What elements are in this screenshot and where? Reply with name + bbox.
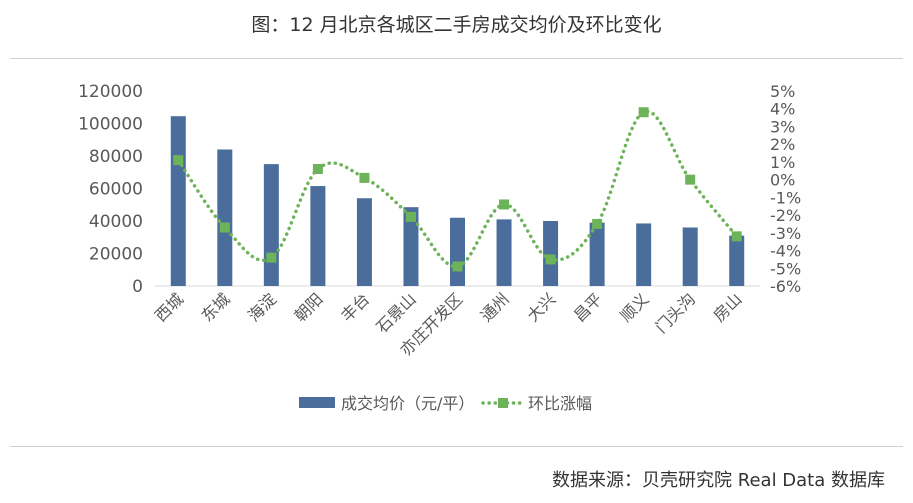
y-right-tick-label: -5% xyxy=(770,259,801,278)
bar-门头沟 xyxy=(682,227,698,286)
y-right-tick-label: -3% xyxy=(770,224,801,243)
x-tick-label: 西城 xyxy=(151,289,187,325)
marker-丰台 xyxy=(359,172,370,183)
legend-line-marker xyxy=(498,398,508,408)
bar-朝阳 xyxy=(310,186,326,286)
x-tick-label: 朝阳 xyxy=(291,289,327,325)
marker-顺义 xyxy=(638,107,649,118)
x-tick-label: 顺义 xyxy=(616,289,652,325)
marker-门头沟 xyxy=(685,174,696,185)
x-tick-label: 昌平 xyxy=(570,289,606,325)
legend-bar-swatch xyxy=(299,397,335,408)
y-right-tick-label: -4% xyxy=(770,242,801,261)
y-left-tick-label: 120000 xyxy=(78,82,143,102)
y-left-tick-label: 60000 xyxy=(89,180,143,200)
y-right-tick-label: 2% xyxy=(770,135,795,154)
x-tick-label: 大兴 xyxy=(523,289,559,325)
y-right-tick-label: 0% xyxy=(770,171,795,190)
legend-bar-label: 成交均价（元/平） xyxy=(341,394,474,413)
bar-石景山 xyxy=(403,207,419,286)
bar-房山 xyxy=(729,235,745,286)
marker-亦庄开发区 xyxy=(452,261,463,272)
bar-通州 xyxy=(496,219,512,286)
bar-西城 xyxy=(170,116,186,286)
bar-丰台 xyxy=(356,198,372,286)
marker-大兴 xyxy=(545,254,556,265)
x-tick-label: 东城 xyxy=(198,289,234,325)
marker-西城 xyxy=(173,155,184,166)
y-axis-right: -6%-5%-4%-3%-2%-1%0%1%2%3%4%5% xyxy=(770,82,801,296)
y-right-tick-label: 3% xyxy=(770,117,795,136)
marker-石景山 xyxy=(405,211,416,222)
marker-房山 xyxy=(731,231,742,242)
x-tick-label: 房山 xyxy=(709,289,745,325)
y-right-tick-label: 1% xyxy=(770,153,795,172)
y-right-tick-label: -1% xyxy=(770,188,801,207)
y-left-tick-label: 20000 xyxy=(89,245,143,265)
marker-昌平 xyxy=(592,218,603,229)
y-left-tick-label: 0 xyxy=(132,277,143,297)
x-tick-label: 通州 xyxy=(477,289,513,325)
marker-东城 xyxy=(219,222,230,233)
y-right-tick-label: -6% xyxy=(770,277,801,296)
bottom-divider xyxy=(10,446,903,447)
legend-line-label: 环比涨幅 xyxy=(528,394,592,413)
page-title: 图：12 月北京各城区二手房成交均价及环比变化 xyxy=(251,14,662,36)
bar-昌平 xyxy=(589,222,605,286)
x-tick-label: 海淀 xyxy=(244,289,280,325)
y-axis-left: 0 20000 40000 60000 80000 100000 120000 xyxy=(78,82,143,297)
bar-东城 xyxy=(217,149,233,286)
y-right-tick-label: 5% xyxy=(770,82,795,101)
y-left-tick-label: 80000 xyxy=(89,147,143,167)
y-right-tick-label: 4% xyxy=(770,100,795,119)
x-tick-label: 门头沟 xyxy=(652,289,699,336)
marker-海淀 xyxy=(266,252,277,263)
x-tick-label: 丰台 xyxy=(337,289,373,325)
bar-亦庄开发区 xyxy=(450,217,465,286)
bar-series xyxy=(170,116,745,286)
y-right-tick-label: -2% xyxy=(770,206,801,225)
chart: 0 20000 40000 60000 80000 100000 120000 -6%-5%… xyxy=(78,82,801,413)
source-note: 数据来源：贝壳研究院 Real Data 数据库 xyxy=(552,470,885,491)
bar-海淀 xyxy=(263,164,279,286)
legend: 成交均价（元/平） 环比涨幅 xyxy=(299,394,592,413)
y-left-tick-label: 100000 xyxy=(78,115,143,135)
bar-顺义 xyxy=(636,223,652,286)
top-divider xyxy=(10,58,903,59)
y-left-tick-label: 40000 xyxy=(89,212,143,232)
line-series xyxy=(173,107,742,272)
marker-朝阳 xyxy=(312,164,323,174)
bar-大兴 xyxy=(543,221,559,286)
marker-通州 xyxy=(499,199,510,210)
